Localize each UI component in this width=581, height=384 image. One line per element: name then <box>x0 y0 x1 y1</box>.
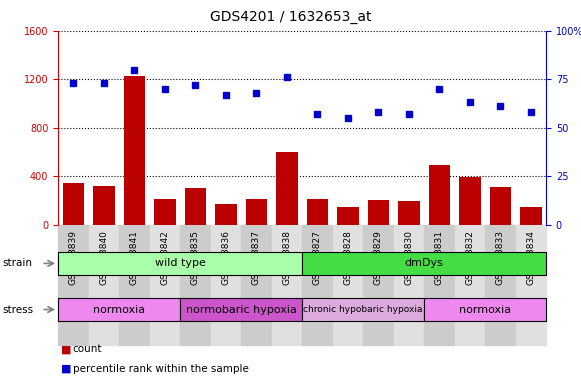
Bar <box>368 200 389 225</box>
Bar <box>119 225 150 345</box>
Text: dmDys: dmDys <box>405 258 443 268</box>
Text: GSM398833: GSM398833 <box>496 230 505 285</box>
Text: ■: ■ <box>61 364 71 374</box>
Bar <box>180 225 210 345</box>
Text: GDS4201 / 1632653_at: GDS4201 / 1632653_at <box>210 10 371 23</box>
Bar <box>337 207 358 225</box>
Bar <box>215 204 236 225</box>
Bar <box>150 225 180 345</box>
Bar <box>246 199 267 225</box>
Text: GSM398841: GSM398841 <box>130 230 139 285</box>
Bar <box>332 225 363 345</box>
Bar <box>490 187 511 225</box>
Text: normobaric hypoxia: normobaric hypoxia <box>186 305 296 314</box>
Bar <box>185 188 206 225</box>
Bar <box>58 252 302 275</box>
Bar <box>154 199 175 225</box>
Text: GSM398839: GSM398839 <box>69 230 78 285</box>
Bar <box>516 225 546 345</box>
Text: GSM398827: GSM398827 <box>313 230 322 285</box>
Text: GSM398836: GSM398836 <box>221 230 230 285</box>
Text: GSM398842: GSM398842 <box>160 230 169 285</box>
Bar <box>88 225 119 345</box>
Text: GSM398831: GSM398831 <box>435 230 444 285</box>
Text: GSM398832: GSM398832 <box>465 230 474 285</box>
Text: count: count <box>73 344 102 354</box>
Text: GSM398828: GSM398828 <box>343 230 352 285</box>
Bar <box>58 225 88 345</box>
Bar <box>302 298 424 321</box>
Bar <box>302 225 332 345</box>
Bar <box>58 298 180 321</box>
Bar <box>424 225 454 345</box>
Bar <box>424 298 546 321</box>
Bar <box>210 225 241 345</box>
Bar <box>429 165 450 225</box>
Text: wild type: wild type <box>155 258 206 268</box>
Bar <box>302 252 546 275</box>
Text: GSM398840: GSM398840 <box>99 230 108 285</box>
Bar <box>454 225 485 345</box>
Text: normoxia: normoxia <box>459 305 511 314</box>
Text: GSM398830: GSM398830 <box>404 230 413 285</box>
Bar <box>485 225 516 345</box>
Bar <box>271 225 302 345</box>
Bar <box>276 152 297 225</box>
Bar <box>124 76 145 225</box>
Text: GSM398829: GSM398829 <box>374 230 383 285</box>
Bar <box>363 225 393 345</box>
Bar <box>93 186 114 225</box>
Bar <box>180 298 302 321</box>
Text: percentile rank within the sample: percentile rank within the sample <box>73 364 249 374</box>
Bar <box>241 225 271 345</box>
Text: GSM398837: GSM398837 <box>252 230 261 285</box>
Text: stress: stress <box>3 305 34 314</box>
Bar <box>459 177 480 225</box>
Text: ■: ■ <box>61 344 71 354</box>
Bar <box>520 207 541 225</box>
Text: GSM398835: GSM398835 <box>191 230 200 285</box>
Bar <box>63 184 84 225</box>
Bar <box>307 199 328 225</box>
Bar <box>394 225 424 345</box>
Text: normoxia: normoxia <box>93 305 145 314</box>
Text: strain: strain <box>3 258 33 268</box>
Text: GSM398834: GSM398834 <box>526 230 535 285</box>
Text: chronic hypobaric hypoxia: chronic hypobaric hypoxia <box>303 305 423 314</box>
Text: GSM398838: GSM398838 <box>282 230 291 285</box>
Bar <box>398 201 419 225</box>
